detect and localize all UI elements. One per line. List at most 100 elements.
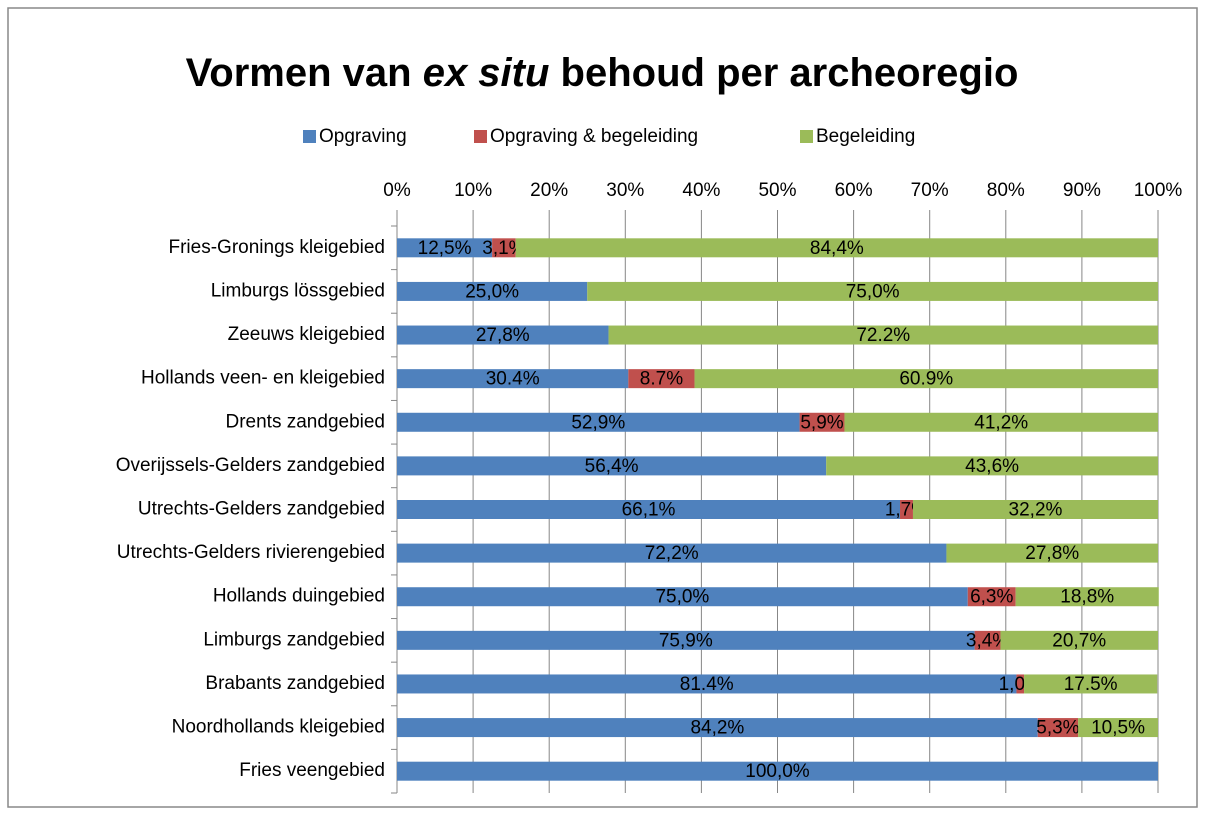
bar-segment	[694, 369, 1158, 389]
y-tick-label: Hollands duingebied	[213, 586, 385, 607]
y-tick-label: Fries-Gronings kleigebied	[169, 237, 386, 258]
data-label: 17.5%	[1064, 674, 1118, 695]
legend-label: Begeleiding	[816, 126, 915, 147]
bar-segment	[397, 674, 1017, 694]
bar-segment	[397, 325, 609, 345]
bar-segment	[397, 500, 901, 519]
legend-swatch	[800, 130, 813, 143]
bar-segment	[1000, 630, 1158, 650]
data-label: 84,4%	[810, 238, 864, 259]
data-label: 81.4%	[680, 674, 734, 695]
bar-segment	[397, 369, 629, 389]
data-label: 72.2%	[856, 325, 910, 346]
bar-segment	[397, 718, 1038, 738]
x-tick-label: 70%	[911, 180, 949, 201]
y-tick-label: Noordhollands kleigebied	[172, 717, 385, 738]
y-tick-label: Drents zandgebied	[226, 411, 386, 432]
bar-segment	[397, 587, 968, 607]
data-label: 43,6%	[965, 456, 1019, 477]
bar-segment	[912, 500, 1158, 519]
bar-segment	[1015, 587, 1159, 607]
data-label: 25,0%	[465, 281, 519, 302]
x-tick-label: 10%	[454, 180, 492, 201]
data-label: 75,9%	[659, 630, 713, 651]
data-label: 5,9%	[800, 412, 843, 433]
data-label: 41,2%	[974, 412, 1028, 433]
bar-segment	[515, 238, 1158, 258]
y-tick-label: Limburgs lössgebied	[211, 280, 385, 301]
legend-label: Opgraving & begeleiding	[490, 126, 698, 147]
bar-segment	[397, 238, 493, 258]
data-label: 6,3%	[970, 587, 1013, 608]
x-tick-label: 90%	[1063, 180, 1101, 201]
data-label: 56,4%	[585, 456, 639, 477]
title-part: ex situ	[423, 51, 550, 95]
title-part: Vormen van	[186, 51, 423, 95]
bar-segment	[844, 412, 1158, 432]
bar-segment	[974, 630, 1001, 650]
bar-segment	[397, 281, 588, 301]
data-label: 12,5%	[418, 238, 472, 259]
bar-segment	[1024, 674, 1158, 694]
y-tick-label: Utrechts-Gelders rivierengebied	[117, 542, 385, 563]
title-part: behoud per archeoregio	[549, 51, 1018, 95]
x-tick-label: 20%	[530, 180, 568, 201]
bar-segment	[492, 238, 516, 258]
data-label: 10,5%	[1091, 718, 1145, 739]
x-tick-label: 100%	[1134, 180, 1183, 201]
data-label: 30.4%	[486, 369, 540, 390]
y-tick-label: Fries veengebied	[239, 760, 385, 781]
y-tick-label: Brabants zandgebied	[205, 673, 385, 694]
data-label: 75,0%	[846, 281, 900, 302]
bar-segment	[1078, 718, 1158, 738]
chart-border	[7, 7, 1198, 808]
bar-segment	[967, 587, 1016, 607]
y-tick-label: Zeeuws kleigebied	[228, 324, 385, 345]
data-label: 75,0%	[655, 587, 709, 608]
bar-segment	[628, 369, 695, 389]
data-label: 27,8%	[1025, 543, 1079, 564]
y-tick-label: Limburgs zandgebied	[203, 629, 385, 650]
bar-segment	[946, 543, 1158, 563]
x-tick-label: 80%	[987, 180, 1025, 201]
data-label: 66,1%	[622, 500, 676, 521]
bar-segment	[1037, 718, 1079, 738]
bar-segment	[397, 412, 800, 432]
bar-segment	[397, 456, 827, 476]
data-label: 8.7%	[640, 369, 683, 390]
x-tick-label: 40%	[682, 180, 720, 201]
data-label: 32,2%	[1009, 500, 1063, 521]
bar-segment	[1016, 674, 1025, 694]
data-label: 72,2%	[645, 543, 699, 564]
y-tick-label: Hollands veen- en kleigebied	[141, 368, 385, 389]
x-tick-label: 50%	[758, 180, 796, 201]
data-label: 5,3%	[1036, 718, 1079, 739]
x-tick-label: 60%	[835, 180, 873, 201]
bar-segment	[397, 543, 947, 563]
data-label: 60.9%	[899, 369, 953, 390]
data-label: 3,4%	[966, 630, 1009, 651]
bar-segment	[397, 761, 1158, 781]
y-tick-label: Overijssels-Gelders zandgebied	[116, 455, 385, 476]
x-tick-label: 30%	[606, 180, 644, 201]
y-tick-label: Utrechts-Gelders zandgebied	[138, 499, 385, 520]
bar-segment	[900, 500, 913, 519]
data-label: 3,1%	[482, 238, 525, 259]
legend-label: Opgraving	[319, 126, 407, 147]
bar-segment	[587, 281, 1158, 301]
data-label: 100,0%	[745, 761, 810, 782]
legend-swatch	[474, 130, 487, 143]
bar-segment	[826, 456, 1158, 476]
chart-title: Vormen van ex situ behoud per archeoregi…	[186, 51, 1019, 95]
data-label: 52,9%	[571, 412, 625, 433]
bar-segment	[397, 630, 975, 650]
data-label: 84,2%	[690, 718, 744, 739]
legend-swatch	[303, 130, 316, 143]
x-tick-label: 0%	[383, 180, 411, 201]
bar-segment	[799, 412, 845, 432]
data-label: 20,7%	[1052, 630, 1106, 651]
data-label: 27,8%	[476, 325, 530, 346]
bar-segment	[608, 325, 1158, 345]
data-label: 18,8%	[1060, 587, 1114, 608]
